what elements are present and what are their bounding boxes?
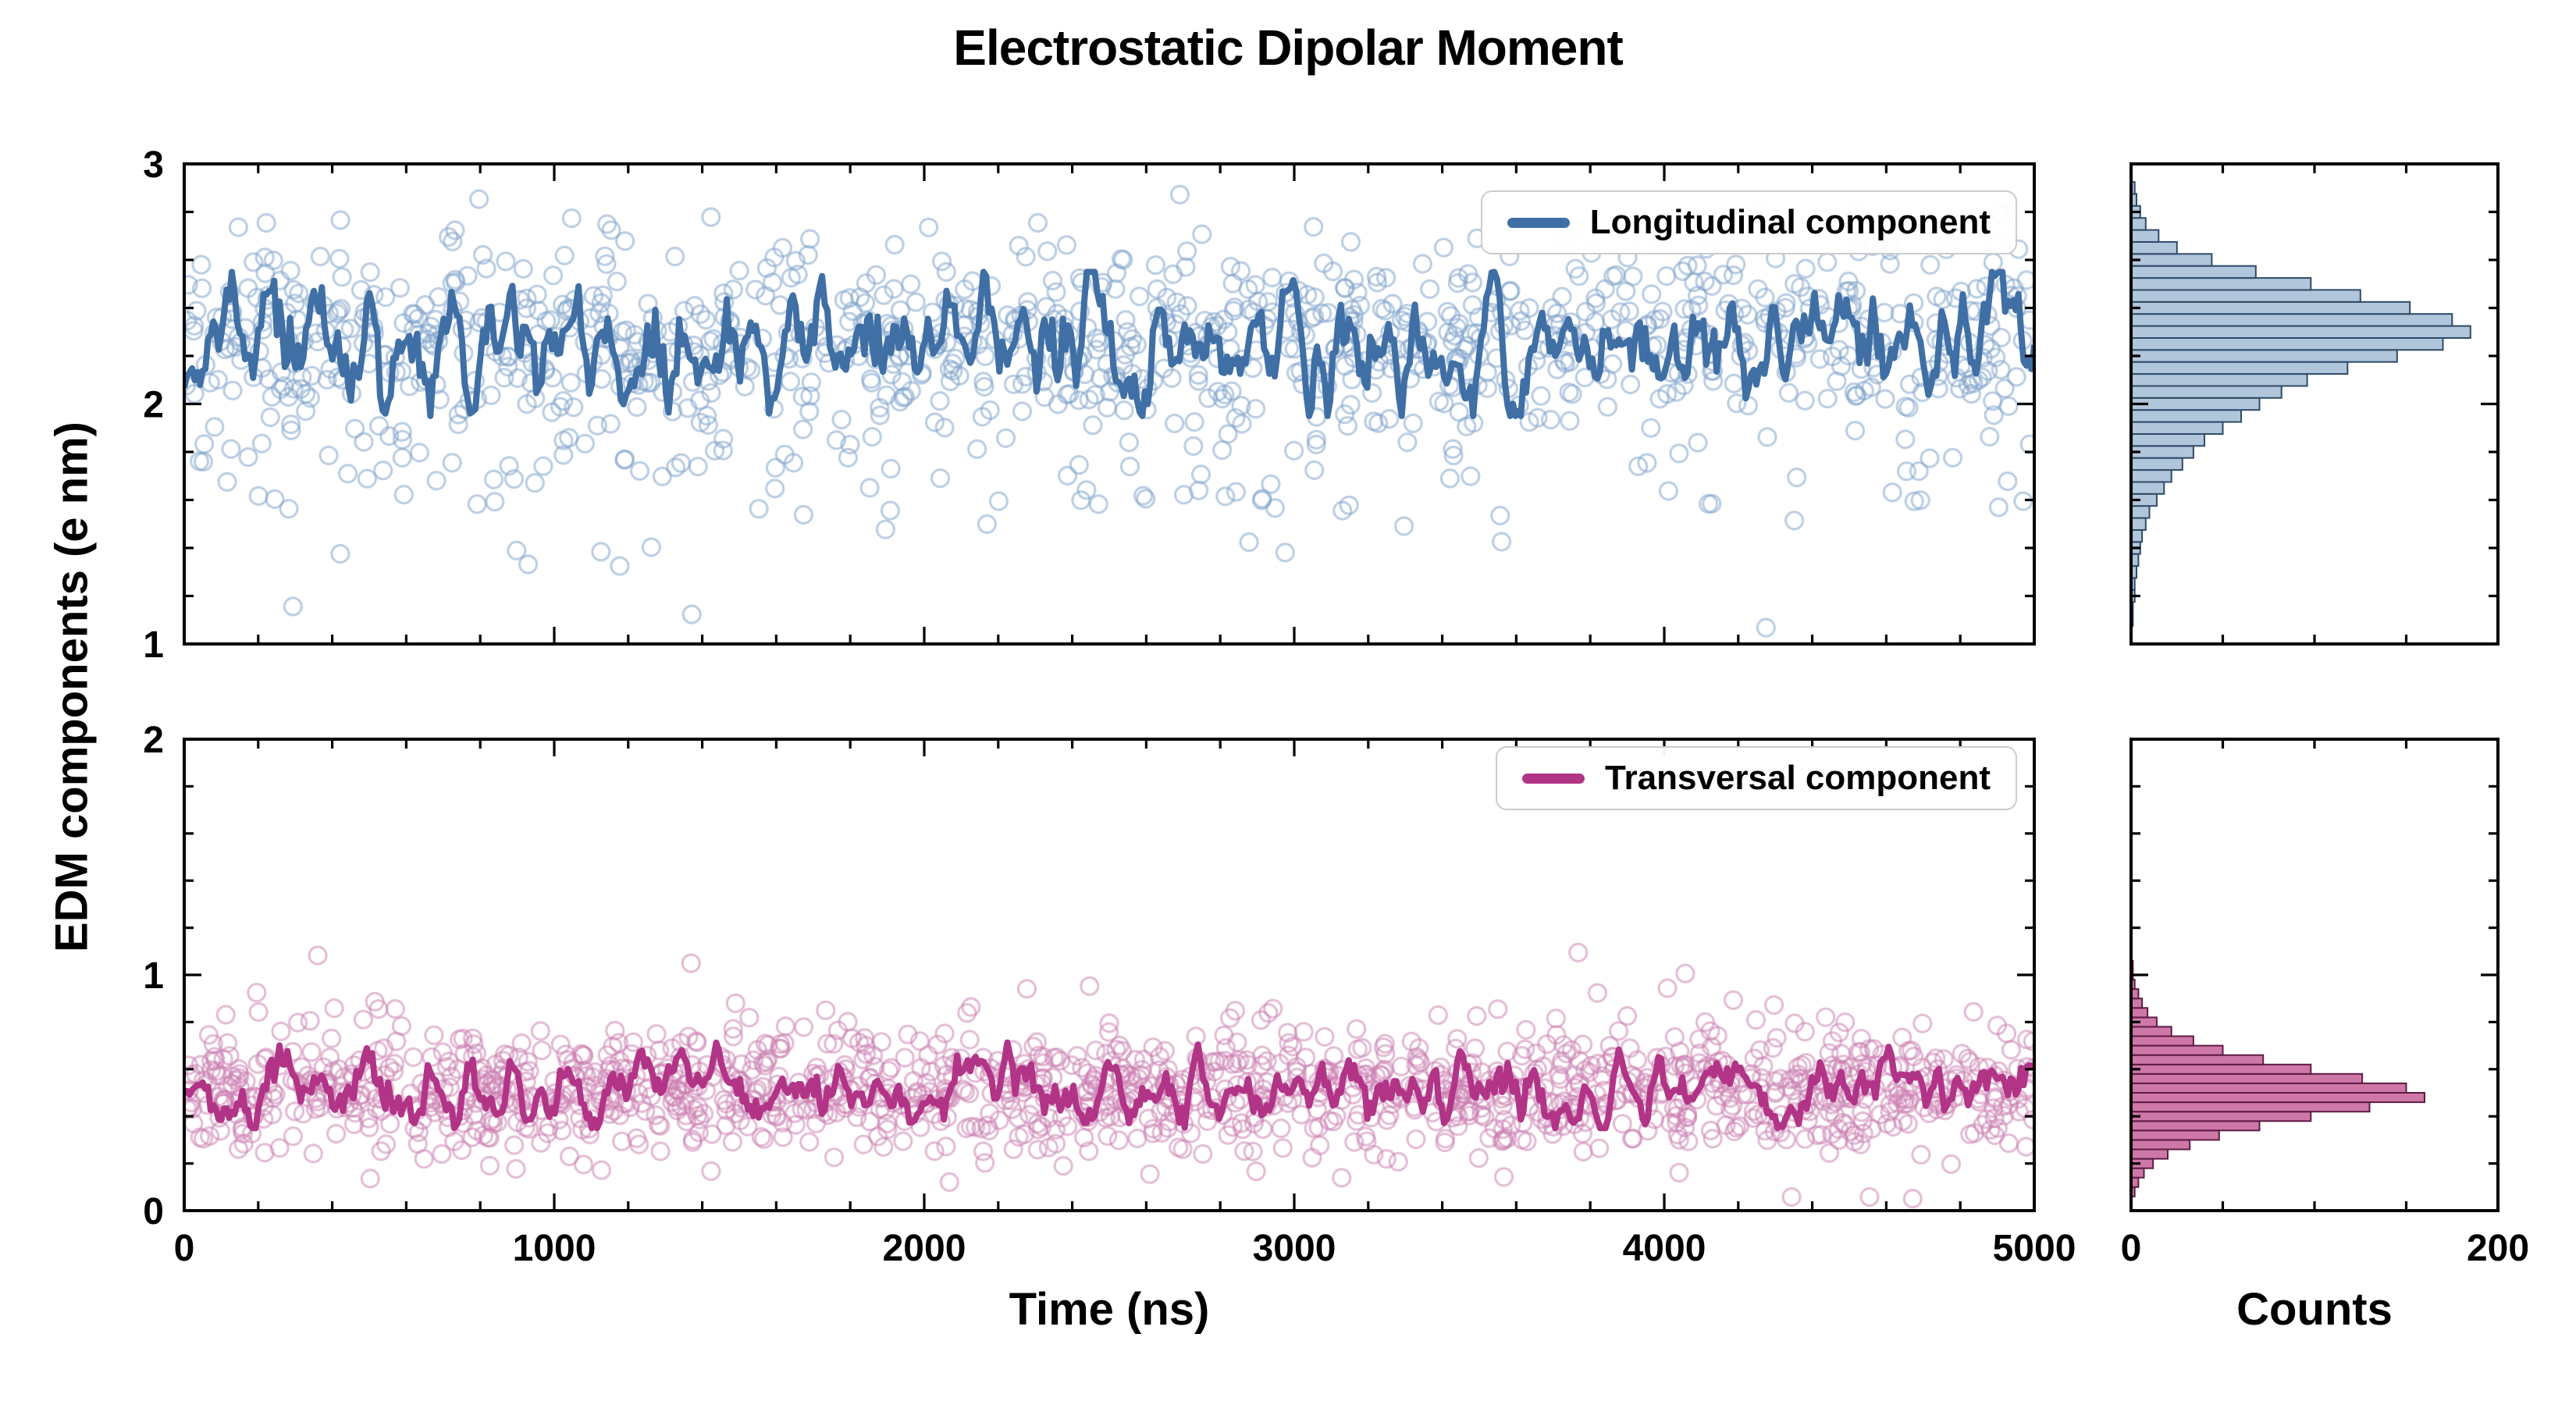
legend-longitudinal: Longitudinal component	[1480, 190, 2017, 254]
longitudinal-timeseries-axes	[183, 162, 2036, 646]
svg-text:4000: 4000	[1623, 1228, 1706, 1269]
longitudinal-histogram-content	[2131, 181, 2471, 627]
svg-text:3: 3	[143, 144, 164, 186]
legend-label-longitudinal: Longitudinal component	[1589, 203, 1991, 241]
svg-text:2: 2	[143, 720, 164, 761]
svg-text:0: 0	[174, 1228, 195, 1269]
longitudinal-histogram-bars	[2131, 181, 2471, 627]
legend-line-swatch-transversal	[1522, 773, 1585, 784]
svg-text:3000: 3000	[1253, 1228, 1336, 1269]
transversal-timeseries-scatter-points	[184, 942, 2034, 1209]
legend-line-swatch-longitudinal	[1507, 217, 1570, 228]
y-axis-label: EDM components (e nm)	[46, 422, 98, 952]
legend-transversal: Transversal component	[1496, 746, 2017, 810]
longitudinal-timeseries-tick-labels: 1 2 3	[143, 144, 164, 666]
svg-text:2: 2	[143, 385, 164, 426]
svg-text:1: 1	[143, 624, 164, 666]
svg-text:200: 200	[2467, 1228, 2529, 1269]
transversal-timeseries-axes	[183, 738, 2036, 1212]
svg-text:5000: 5000	[1993, 1228, 2076, 1269]
longitudinal-histogram-axes	[2129, 162, 2500, 646]
transversal-timeseries-mean-line	[184, 1039, 2034, 1132]
x-axis-label-counts: Counts	[2236, 1284, 2393, 1335]
transversal-histogram-axes	[2129, 738, 2500, 1212]
transversal-histogram-tick-labels: 0 200	[2121, 1228, 2529, 1269]
transversal-histogram-bars	[2131, 959, 2425, 1197]
transversal-timeseries-tick-labels: 0 1000 2000 3000 4000 5000 0 1 2	[143, 720, 2076, 1269]
x-axis-label-time: Time (ns)	[1009, 1284, 1210, 1335]
chart-title: Electrostatic Dipolar Moment	[953, 20, 1624, 76]
svg-text:0: 0	[2121, 1228, 2142, 1269]
svg-text:2000: 2000	[883, 1228, 966, 1269]
transversal-timeseries-content	[184, 942, 2034, 1209]
transversal-histogram-content	[2131, 959, 2425, 1197]
svg-text:1: 1	[143, 955, 164, 997]
svg-text:1000: 1000	[513, 1228, 596, 1269]
legend-label-transversal: Transversal component	[1605, 759, 1991, 797]
svg-text:0: 0	[143, 1191, 164, 1232]
longitudinal-timeseries-mean-line	[184, 269, 2034, 419]
